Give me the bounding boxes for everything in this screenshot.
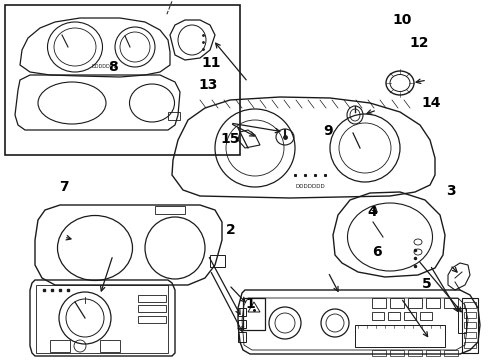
Bar <box>404 312 416 320</box>
Bar <box>138 305 166 312</box>
Bar <box>426 350 440 356</box>
Text: 11: 11 <box>201 56 220 70</box>
Text: 9: 9 <box>323 125 333 138</box>
Bar <box>372 298 386 308</box>
Bar <box>210 255 225 267</box>
Bar <box>388 312 400 320</box>
Bar <box>36 285 168 353</box>
Text: 5: 5 <box>421 278 431 291</box>
Bar <box>168 112 180 120</box>
Text: 7: 7 <box>59 180 69 194</box>
Bar <box>238 320 246 328</box>
Bar <box>138 316 166 323</box>
Bar <box>464 322 476 328</box>
Text: 6: 6 <box>372 245 382 259</box>
Bar <box>462 298 478 353</box>
Bar <box>100 340 120 352</box>
Text: 14: 14 <box>421 96 441 109</box>
Text: 1: 1 <box>245 297 255 311</box>
Text: 13: 13 <box>198 78 218 91</box>
Text: DDDDDDD: DDDDDDD <box>295 184 325 189</box>
Bar <box>372 312 384 320</box>
Bar <box>372 350 386 356</box>
Bar <box>458 308 466 333</box>
Text: 15: 15 <box>220 132 240 145</box>
Text: 8: 8 <box>108 60 118 73</box>
Text: 3: 3 <box>446 184 456 198</box>
Bar <box>444 350 458 356</box>
Bar <box>426 298 440 308</box>
Bar <box>420 312 432 320</box>
Bar <box>238 308 246 316</box>
Bar <box>464 332 476 338</box>
Bar <box>390 298 404 308</box>
Bar <box>464 302 476 308</box>
Bar <box>238 332 246 342</box>
Text: 10: 10 <box>392 13 412 27</box>
Bar <box>464 312 476 318</box>
Bar <box>243 298 265 330</box>
Bar <box>408 350 422 356</box>
Bar <box>408 298 422 308</box>
Bar <box>155 206 185 214</box>
Text: 4: 4 <box>368 206 377 219</box>
Bar <box>464 342 476 348</box>
Text: 12: 12 <box>409 36 429 50</box>
Bar <box>355 325 445 347</box>
Bar <box>390 350 404 356</box>
Bar <box>5 5 240 155</box>
Bar <box>50 340 70 352</box>
Bar <box>138 295 166 302</box>
Text: 2: 2 <box>225 224 235 237</box>
Bar <box>444 298 458 308</box>
Text: DDDDDDD: DDDDDDD <box>92 64 118 69</box>
